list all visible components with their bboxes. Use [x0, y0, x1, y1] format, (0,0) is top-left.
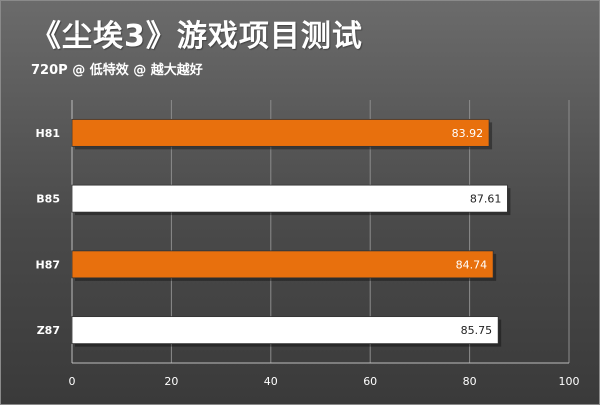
- bar-h87: [71, 250, 494, 279]
- category-label: H81: [35, 127, 60, 140]
- bar-b85: [71, 184, 508, 213]
- x-tick-label: 20: [164, 375, 178, 388]
- x-tick-label: 40: [264, 375, 278, 388]
- bar-h81: [71, 118, 490, 147]
- chart-subtitle: 720P @ 低特效 @ 越大越好: [31, 63, 203, 78]
- chart-title: 《尘埃3》游戏项目测试: [31, 19, 363, 54]
- x-tick-label: 60: [363, 375, 377, 388]
- data-label: 87.61: [470, 193, 502, 206]
- category-label: Z87: [37, 324, 60, 337]
- bar-z87: [71, 316, 499, 345]
- category-label: H87: [35, 258, 60, 271]
- data-label: 85.75: [461, 324, 493, 337]
- data-label: 84.74: [456, 258, 488, 271]
- x-tick-label: 100: [559, 375, 580, 388]
- x-tick-label: 80: [463, 375, 477, 388]
- x-tick-label: 0: [69, 375, 76, 388]
- category-label: B85: [36, 193, 60, 206]
- data-label: 83.92: [452, 127, 484, 140]
